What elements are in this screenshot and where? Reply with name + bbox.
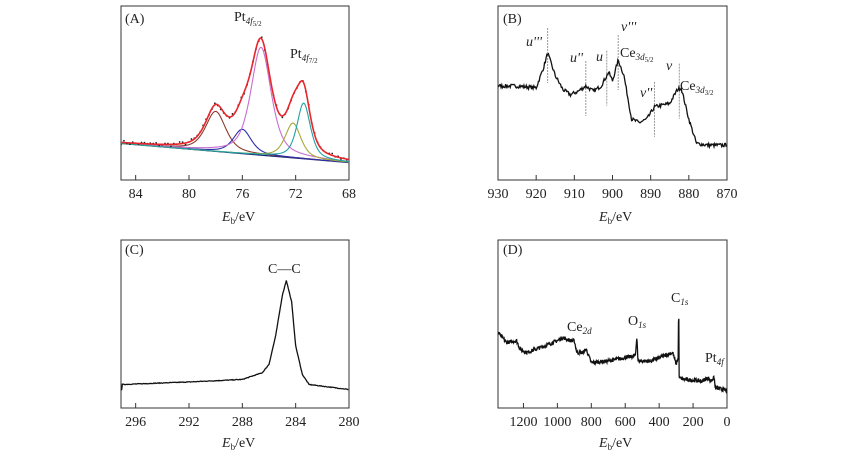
spectrum-line <box>121 280 349 391</box>
annotation-c1s: C1s <box>671 291 689 307</box>
panel-a-label: (A) <box>125 12 145 27</box>
data-point <box>281 116 284 119</box>
data-point <box>181 141 184 144</box>
marker-label-v3: v''' <box>621 20 637 35</box>
annotation-ce3d32: Ce3d3/2 <box>680 79 714 97</box>
plot-layer: 84 80 76 72 68 930 920 910 900 890 880 870 296 292 288… <box>120 5 738 430</box>
data-point <box>169 145 172 148</box>
data-point <box>155 141 158 144</box>
annotation-pt4f52: Pt4f5/2 <box>234 10 262 28</box>
data-point <box>121 143 122 146</box>
series-group <box>121 280 349 391</box>
x-tick-label: 910 <box>564 187 585 202</box>
series-group <box>121 36 349 164</box>
x-tick-label: 1200 <box>509 415 537 430</box>
x-tick-label: 1000 <box>543 415 571 430</box>
annotation-o1s: O1s <box>628 314 647 330</box>
x-tick-label: 84 <box>129 187 143 202</box>
panel-a: 84 80 76 72 68 <box>120 5 356 202</box>
fit-envelope-line <box>121 37 349 161</box>
panel-d: 1200 1000 800 600 400 200 0 <box>497 239 731 430</box>
x-tick-label: 900 <box>602 187 623 202</box>
x-tick-label: 72 <box>289 187 303 202</box>
panel-c-label: (C) <box>125 243 144 258</box>
data-point <box>184 143 187 146</box>
x-tick-label: 68 <box>342 187 356 202</box>
x-tick-label: 800 <box>581 415 602 430</box>
spectrum-line <box>498 52 727 150</box>
plot-frame <box>120 5 350 181</box>
spectrum-line <box>498 318 727 395</box>
component-peak-4 <box>121 102 349 163</box>
panel-a-xlabel: Eb/eV <box>221 210 255 226</box>
x-tick-label: 880 <box>678 187 699 202</box>
panel-c-xlabel: Eb/eV <box>221 436 255 452</box>
marker-label-u: u <box>596 50 603 65</box>
x-tick-label: 600 <box>615 415 636 430</box>
data-point <box>178 141 181 143</box>
x-tick-label: 930 <box>488 187 509 202</box>
annotation-c-c: C—C <box>268 262 301 277</box>
data-point <box>190 138 193 140</box>
panel-d-xlabel: Eb/eV <box>598 436 632 452</box>
x-tick-label: 292 <box>179 415 200 430</box>
x-tick-label: 288 <box>232 415 253 430</box>
annotation-pt4f: Pt4f <box>705 351 725 367</box>
x-tick-label: 920 <box>526 187 547 202</box>
plot-frame <box>497 239 728 409</box>
panel-b: 930 920 910 900 890 880 870 <box>488 5 738 202</box>
panel-b-label: (B) <box>503 12 522 27</box>
x-tick-label: 284 <box>285 415 306 430</box>
panel-c: 296 292 288 284 280 <box>120 239 360 430</box>
x-tick-label: 76 <box>235 187 249 202</box>
plot-frame <box>120 239 350 409</box>
panel-b-xlabel: Eb/eV <box>598 210 632 226</box>
marker-label-u2: u'' <box>570 51 584 66</box>
panel-d-label: (D) <box>503 243 523 258</box>
marker-label-v: v <box>666 59 673 74</box>
annotation-ce3d52: Ce3d5/2 <box>620 46 654 64</box>
x-tick-label: 280 <box>339 415 360 430</box>
data-point <box>331 152 334 155</box>
series-group <box>498 318 727 395</box>
x-tick-label: 80 <box>182 187 196 202</box>
x-tick-label: 400 <box>649 415 670 430</box>
annotation-pt4f72: Pt4f7/2 <box>290 47 318 65</box>
x-tick-label: 296 <box>125 415 146 430</box>
annotation-ce2d: Ce2d <box>567 320 592 336</box>
x-tick-label: 0 <box>724 415 731 430</box>
x-tick-label: 890 <box>640 187 661 202</box>
x-tick-label: 200 <box>683 415 704 430</box>
series-group <box>498 27 727 150</box>
data-point <box>123 139 125 142</box>
marker-label-v2: v'' <box>640 86 653 101</box>
x-tick-label: 870 <box>717 187 738 202</box>
marker-label-u3: u''' <box>526 35 543 50</box>
